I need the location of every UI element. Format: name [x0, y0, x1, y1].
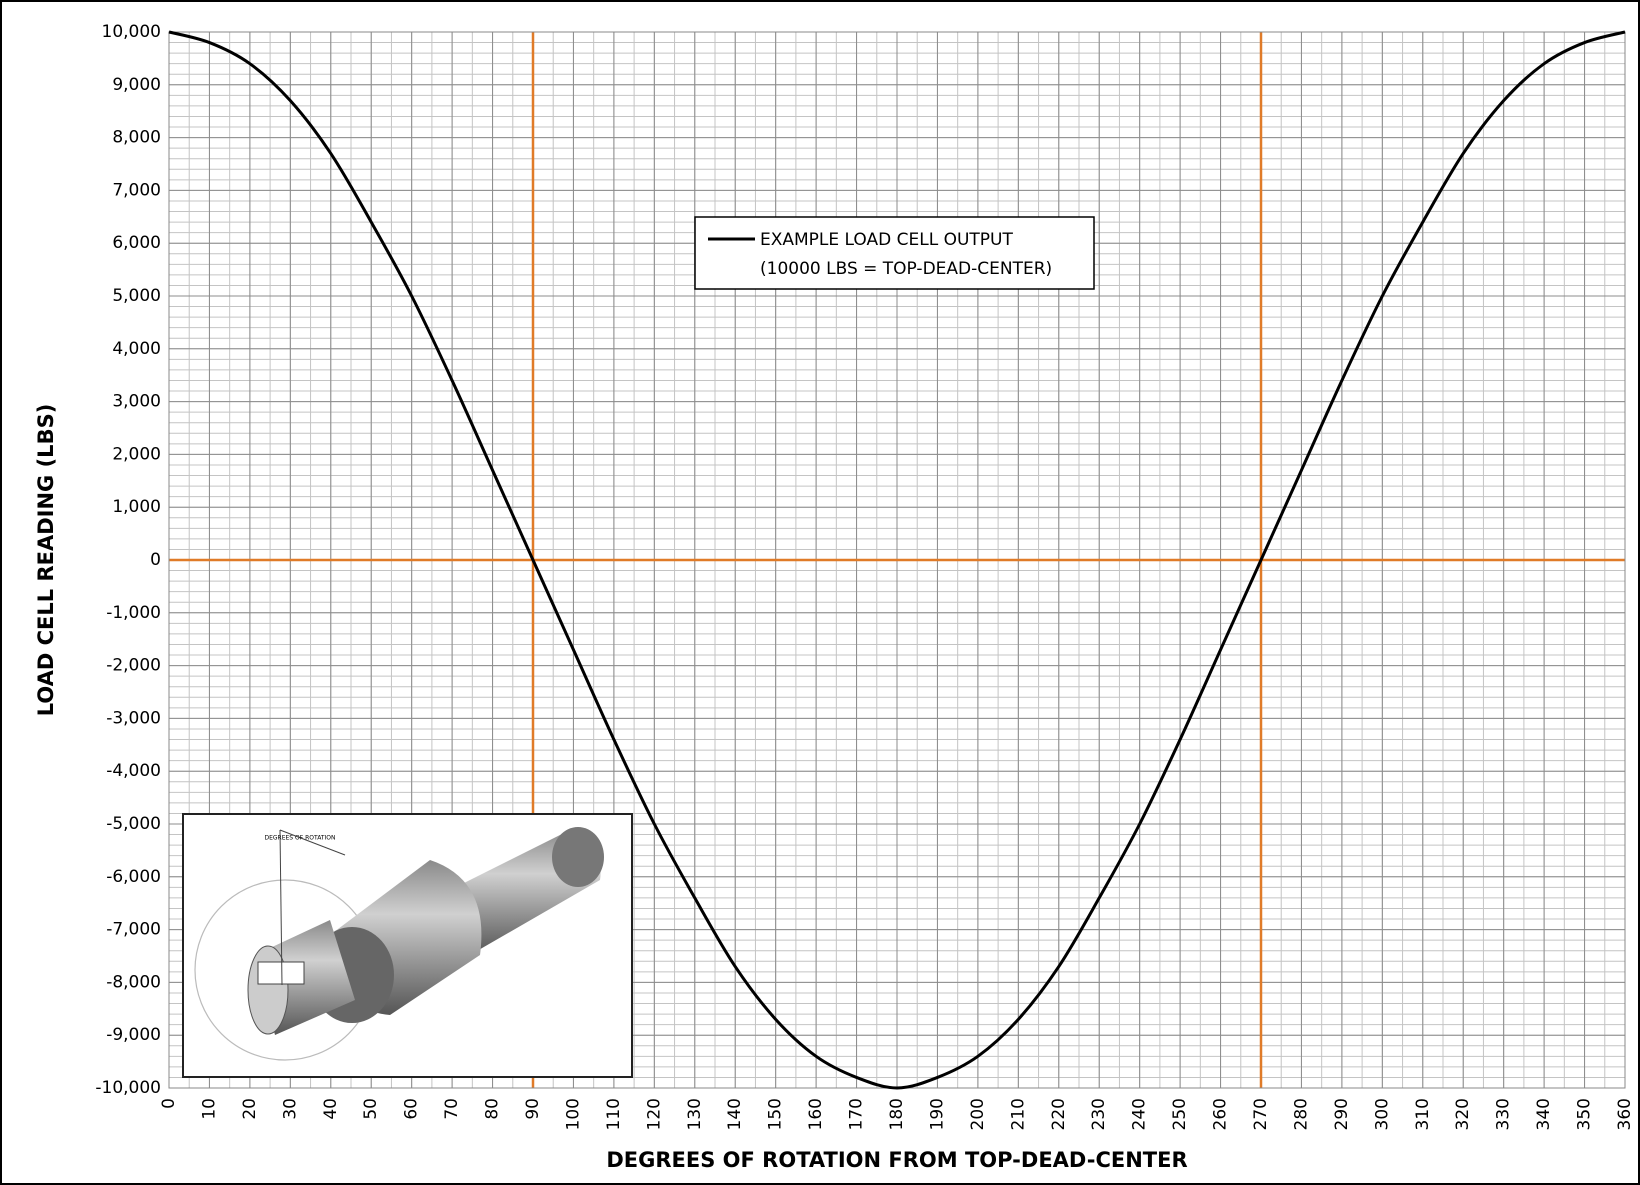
y-tick-label: -8,000 [106, 972, 161, 992]
y-tick-label: -2,000 [106, 656, 161, 676]
x-tick-label: 280 [1291, 1098, 1311, 1130]
x-tick-label: 360 [1615, 1098, 1635, 1130]
shaft-face [552, 827, 604, 887]
x-tick-label: 230 [1089, 1098, 1109, 1130]
x-tick-label: 150 [766, 1098, 786, 1130]
x-tick-label: 170 [847, 1098, 867, 1130]
y-tick-label: -10,000 [95, 1078, 161, 1098]
y-tick-label: 4,000 [112, 339, 161, 359]
x-tick-label: 140 [725, 1098, 745, 1130]
x-tick-label: 80 [483, 1098, 503, 1120]
legend-label: EXAMPLE LOAD CELL OUTPUT [760, 230, 1013, 250]
legend-note: (10000 LBS = TOP-DEAD-CENTER) [760, 259, 1052, 279]
x-tick-label: 120 [644, 1098, 664, 1130]
y-tick-label: -1,000 [106, 603, 161, 623]
y-tick-label: 10,000 [102, 22, 161, 42]
y-tick-label: -7,000 [106, 920, 161, 940]
y-tick-label: 2,000 [112, 444, 161, 464]
y-tick-label: 8,000 [112, 128, 161, 148]
x-tick-label: 250 [1170, 1098, 1190, 1130]
x-tick-label: 160 [806, 1098, 826, 1130]
x-tick-label: 40 [321, 1098, 341, 1120]
chart: LOAD CELL READING (LBS) DEGREES OF ROTAT… [0, 0, 1640, 1185]
x-tick-label: 320 [1453, 1098, 1473, 1130]
x-tick-label: 260 [1211, 1098, 1231, 1130]
x-tick-label: 50 [361, 1098, 381, 1120]
inset-image: DEGREES OF ROTATION [183, 814, 632, 1077]
x-tick-label: 60 [402, 1098, 422, 1120]
y-axis-label: LOAD CELL READING (LBS) [34, 404, 58, 717]
x-tick-label: 340 [1534, 1098, 1554, 1130]
x-tick-label: 310 [1413, 1098, 1433, 1130]
x-tick-label: 0 [159, 1098, 179, 1109]
x-tick-label: 210 [1008, 1098, 1028, 1130]
y-tick-label: 7,000 [112, 180, 161, 200]
x-tick-label: 190 [927, 1098, 947, 1130]
y-tick-label: -6,000 [106, 867, 161, 887]
x-tick-label: 220 [1049, 1098, 1069, 1130]
x-tick-label: 70 [442, 1098, 462, 1120]
x-tick-label: 330 [1494, 1098, 1514, 1130]
y-tick-label: 3,000 [112, 392, 161, 412]
x-tick-label: 90 [523, 1098, 543, 1120]
x-axis-label: DEGREES OF ROTATION FROM TOP-DEAD-CENTER [606, 1148, 1187, 1172]
x-tick-label: 30 [280, 1098, 300, 1120]
y-tick-label: -5,000 [106, 814, 161, 834]
x-tick-label: 110 [604, 1098, 624, 1130]
inset-label: DEGREES OF ROTATION [265, 835, 336, 842]
y-tick-label: -3,000 [106, 708, 161, 728]
x-tick-label: 300 [1372, 1098, 1392, 1130]
y-tick-label: 9,000 [112, 75, 161, 95]
x-tick-label: 20 [240, 1098, 260, 1120]
x-tick-label: 290 [1332, 1098, 1352, 1130]
x-tick-label: 350 [1575, 1098, 1595, 1130]
y-tick-label: -4,000 [106, 761, 161, 781]
y-tick-label: -9,000 [106, 1025, 161, 1045]
y-tick-label: 0 [150, 550, 161, 570]
legend: EXAMPLE LOAD CELL OUTPUT (10000 LBS = TO… [695, 217, 1094, 289]
y-tick-label: 6,000 [112, 233, 161, 253]
x-tick-label: 180 [887, 1098, 907, 1130]
x-tick-label: 270 [1251, 1098, 1271, 1130]
x-tick-label: 200 [968, 1098, 988, 1130]
y-tick-label: 5,000 [112, 286, 161, 306]
x-tick-label: 130 [685, 1098, 705, 1130]
x-tick-label: 10 [199, 1098, 219, 1120]
marker-plate [258, 962, 304, 984]
x-tick-label: 100 [563, 1098, 583, 1130]
x-tick-label: 240 [1130, 1098, 1150, 1130]
y-tick-label: 1,000 [112, 497, 161, 517]
